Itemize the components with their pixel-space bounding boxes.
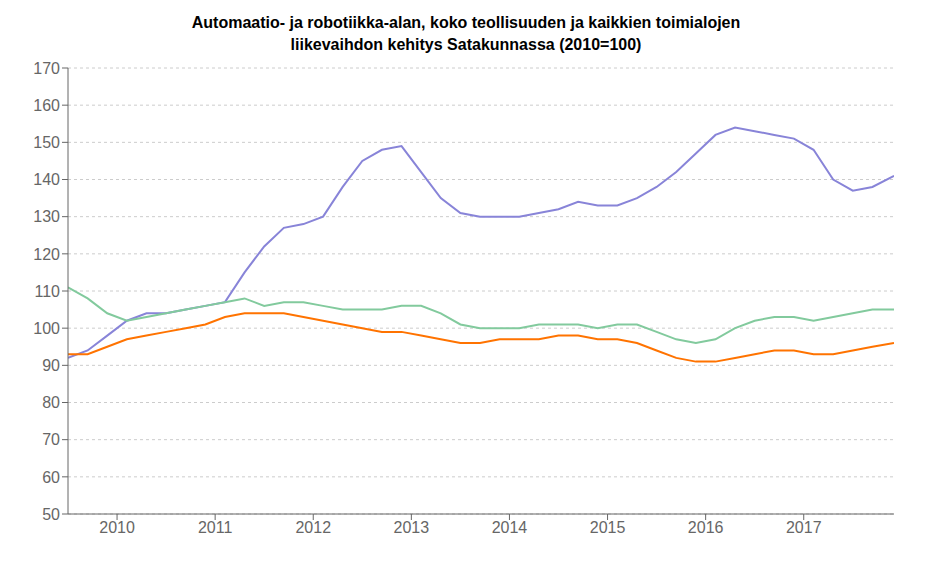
- svg-text:2014: 2014: [492, 519, 528, 536]
- svg-text:2013: 2013: [394, 519, 430, 536]
- svg-text:170: 170: [33, 60, 60, 77]
- svg-text:60: 60: [42, 469, 60, 486]
- svg-text:2012: 2012: [295, 519, 331, 536]
- svg-text:90: 90: [42, 357, 60, 374]
- svg-text:2015: 2015: [590, 519, 626, 536]
- svg-text:2011: 2011: [198, 519, 233, 536]
- html-text:liikevaihdon kehitys Satakunna: liikevaihdon kehitys Satakunnassa (2010=…: [290, 36, 642, 53]
- svg-text:50: 50: [42, 506, 60, 523]
- svg-text:110: 110: [34, 283, 60, 300]
- svg-text:70: 70: [42, 431, 60, 448]
- svg-text:130: 130: [33, 208, 60, 225]
- svg-text:160: 160: [33, 97, 60, 114]
- svg-text:100: 100: [33, 320, 60, 337]
- svg-text:2016: 2016: [688, 519, 724, 536]
- svg-text:150: 150: [33, 134, 60, 151]
- svg-text:140: 140: [33, 171, 60, 188]
- svg-text:2010: 2010: [99, 519, 135, 536]
- svg-text:2017: 2017: [786, 519, 822, 536]
- svg-text:80: 80: [42, 394, 60, 411]
- svg-text:120: 120: [33, 246, 60, 263]
- html-text:Automaatio- ja robotiikka-alan: Automaatio- ja robotiikka-alan, koko teo…: [191, 14, 741, 31]
